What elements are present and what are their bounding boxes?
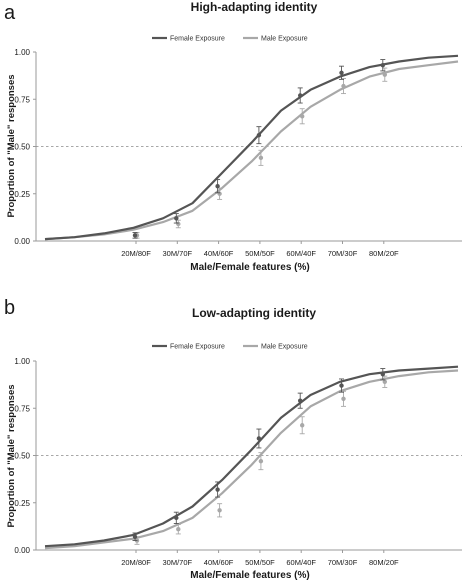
panel-b-male-data-point xyxy=(258,458,264,464)
panel-b-legend-male-label: Male Exposure xyxy=(261,344,308,351)
panel-b-male-data-point xyxy=(176,527,181,532)
panel-a-x-axis-label: Male/Female features (%) xyxy=(190,262,310,273)
panel-a-male-data-point xyxy=(217,191,222,196)
panel-a: a High-adapting identity Female Exposure… xyxy=(4,0,462,273)
panel-b-female-data-point xyxy=(339,383,344,388)
panel-a-legend-male-label: Male Exposure xyxy=(261,36,308,43)
panel-b-female-data-point xyxy=(380,372,385,377)
panel-a-male-data-point xyxy=(258,155,264,161)
panel-a-male-data-point xyxy=(176,221,181,227)
panel-a-male-data-point xyxy=(341,83,346,89)
panel-b-female-data-point xyxy=(298,398,303,403)
panel-a-female-data-point xyxy=(298,93,303,98)
panel-a-y-tick-label: 1.00 xyxy=(14,48,30,57)
panel-a-x-tick-label: 50M/50F xyxy=(245,249,275,258)
panel-b-y-tick-label: 0.00 xyxy=(14,546,30,555)
panel-b-y-tick-label: 1.00 xyxy=(14,357,30,366)
panel-a-female-data-point xyxy=(215,183,220,189)
panel-a-letter: a xyxy=(4,2,16,24)
panel-a-y-axis-label: Proportion of "Male" responses xyxy=(6,74,17,217)
panel-a-y-tick-label: 0.25 xyxy=(14,190,30,199)
panel-a-x-tick-label: 70M/30F xyxy=(328,249,358,258)
panel-a-y-tick-label: 0.00 xyxy=(14,237,30,246)
panel-a-female-data-point xyxy=(339,70,344,75)
panel-a-female-data-point xyxy=(380,63,385,68)
panel-b-x-tick-label: 70M/30F xyxy=(328,558,358,567)
panel-b-plot-area: 0.00 0.25 0.50 0.75 1.00 20M/80F 30M/70F 40M/60… xyxy=(14,357,462,567)
panel-a-male-data-point xyxy=(300,114,305,119)
panel-a-female-data-point xyxy=(132,233,138,238)
panel-a-x-tick-label: 60M/40F xyxy=(286,249,316,258)
panel-a-female-exposure-curve xyxy=(44,54,459,241)
panel-b-x-tick-label: 60M/40F xyxy=(286,558,316,567)
panel-b-female-data-point xyxy=(215,487,220,492)
panel-b-female-data-point xyxy=(256,436,262,441)
panel-b-legend: Female Exposure Male Exposure xyxy=(152,344,308,351)
panel-b-letter: b xyxy=(4,297,15,319)
panel-b-male-exposure-curve xyxy=(44,369,459,550)
panel-a-female-data-point xyxy=(256,132,262,138)
panel-b-x-tick-label: 80M/20F xyxy=(369,558,399,567)
panel-a-female-data-point xyxy=(174,216,179,221)
panel-b-title: Low-adapting identity xyxy=(192,306,316,320)
panel-b-male-data-point xyxy=(341,396,346,401)
panel-a-male-data-point xyxy=(382,72,387,77)
panel-b-y-tick-label: 0.25 xyxy=(14,499,30,508)
panel-b-male-data-point xyxy=(300,423,305,428)
panel-a-legend: Female Exposure Male Exposure xyxy=(152,36,308,43)
panel-b-x-tick-label: 50M/50F xyxy=(245,558,275,567)
panel-b-x-tick-label: 40M/60F xyxy=(204,558,234,567)
panel-b-male-data-point xyxy=(217,508,222,513)
panel-a-legend-female-label: Female Exposure xyxy=(170,36,225,43)
panel-b-male-data-point xyxy=(382,379,387,384)
panel-b-x-tick-label: 30M/70F xyxy=(162,558,192,567)
panel-b-female-exposure-curve xyxy=(44,365,459,548)
panel-a-y-tick-label: 0.50 xyxy=(14,143,30,152)
panel-b-x-axis-label: Male/Female features (%) xyxy=(190,570,310,581)
panel-a-plot-area: 0.00 0.25 0.50 0.75 1.00 20M/80F 30M/70F 40M/60… xyxy=(14,48,462,258)
panel-a-x-tick-label: 20M/80F xyxy=(121,249,151,258)
panel-b-x-tick-label: 20M/80F xyxy=(121,558,151,567)
panel-a-male-exposure-curve xyxy=(44,60,459,241)
panel-b-y-tick-label: 0.50 xyxy=(14,452,30,461)
panel-b-legend-female-label: Female Exposure xyxy=(170,344,225,351)
panel-b-y-axis-label: Proportion of "Male" responses xyxy=(6,384,17,527)
panel-a-title: High-adapting identity xyxy=(191,0,318,14)
panel-b-female-data-point xyxy=(132,534,138,539)
panel-a-x-tick-label: 40M/60F xyxy=(204,249,234,258)
panel-b-y-tick-label: 0.75 xyxy=(14,404,30,413)
panel-a-y-tick-label: 0.75 xyxy=(14,95,30,104)
panel-a-x-tick-label: 30M/70F xyxy=(162,249,192,258)
panel-a-x-tick-label: 80M/20F xyxy=(369,249,399,258)
panel-b: b Low-adapting identity Female Exposure … xyxy=(4,297,462,581)
panel-b-female-data-point xyxy=(174,515,179,521)
